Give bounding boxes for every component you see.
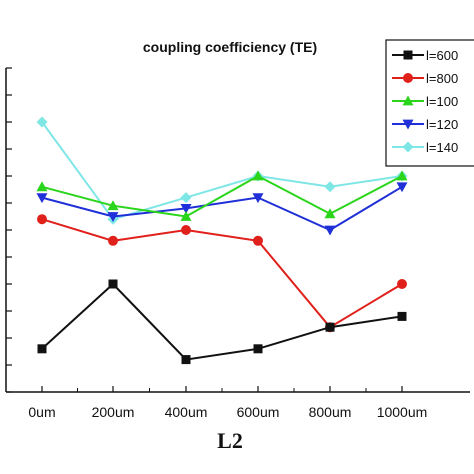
x-tick-label: 0um xyxy=(28,404,55,420)
legend-swatch-marker xyxy=(402,141,414,153)
x-tick-label: 600um xyxy=(237,404,280,420)
data-point xyxy=(181,355,191,365)
series-layer xyxy=(36,116,408,365)
data-point xyxy=(37,344,47,354)
chart-legend: l=600 l=800 l=100 l=120 l=140 xyxy=(385,39,474,167)
x-tick-label: 200um xyxy=(92,404,135,420)
legend-box xyxy=(385,39,474,167)
legend-item: l=120 xyxy=(392,117,458,132)
series-line xyxy=(41,218,403,329)
legend-item: l=100 xyxy=(392,94,458,109)
data-point xyxy=(252,193,264,204)
series-l=120 xyxy=(36,182,408,236)
legend-label: l=600 xyxy=(426,48,458,63)
x-tick-label: 1000um xyxy=(377,404,428,420)
chart-title: coupling coefficiency (TE) xyxy=(143,39,317,55)
legend-label: l=120 xyxy=(426,117,458,132)
data-point xyxy=(108,279,118,289)
data-point xyxy=(107,212,119,222)
x-axis-ticks: 0um 200um 400um 600um 800um 1000um xyxy=(28,386,427,420)
series-line xyxy=(41,174,403,218)
x-axis-label: L2 xyxy=(217,428,243,453)
data-point xyxy=(108,235,118,246)
data-point xyxy=(396,170,408,181)
data-point xyxy=(107,200,119,211)
series-l=800 xyxy=(37,214,407,333)
data-point xyxy=(253,235,263,246)
x-tick-label: 800um xyxy=(309,404,352,420)
x-tick-label: 400um xyxy=(165,404,208,420)
data-point xyxy=(181,225,191,235)
series-line xyxy=(41,282,403,361)
legend-label: l=100 xyxy=(426,94,458,109)
series-l=100 xyxy=(36,170,408,221)
data-point xyxy=(36,116,48,128)
data-point xyxy=(252,170,264,181)
legend-item: l=600 xyxy=(392,48,458,63)
y-axis-ticks xyxy=(6,67,12,393)
legend-swatch-marker xyxy=(403,73,413,83)
legend-label: l=140 xyxy=(426,140,458,155)
legend-item: l=140 xyxy=(392,140,458,155)
data-point xyxy=(397,279,407,289)
series-line xyxy=(41,185,403,232)
legend-swatch-marker xyxy=(403,50,413,60)
data-point xyxy=(180,204,192,214)
data-point xyxy=(36,193,48,204)
data-point xyxy=(324,181,336,193)
legend-label: l=800 xyxy=(426,71,458,86)
data-point xyxy=(36,181,48,192)
data-point xyxy=(180,192,192,204)
data-point xyxy=(253,344,263,354)
data-point xyxy=(37,214,47,225)
legend-swatch-marker xyxy=(402,119,414,130)
legend-item: l=800 xyxy=(392,71,458,86)
data-point xyxy=(396,182,408,193)
series-l=140 xyxy=(36,116,408,225)
data-point xyxy=(324,208,336,219)
legend-swatch-marker xyxy=(402,95,414,106)
data-point xyxy=(325,322,335,332)
data-point xyxy=(180,211,192,221)
series-l=600 xyxy=(37,279,407,365)
data-point xyxy=(324,225,336,236)
data-point xyxy=(397,311,407,321)
